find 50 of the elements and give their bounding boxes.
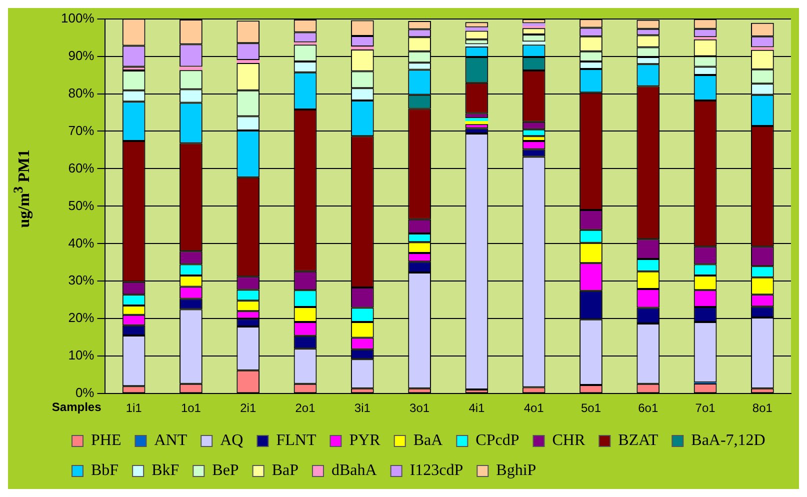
legend-label: ANT: [154, 432, 188, 450]
bar: [350, 46, 374, 50]
legend-label: BaA-7,12D: [691, 432, 766, 450]
legend-label: BZAT: [618, 432, 658, 450]
bar: [522, 23, 546, 26]
legend-label: BaA: [413, 432, 444, 450]
y-tick-label: 100%: [61, 10, 95, 26]
y-tick-label: 70%: [68, 122, 95, 138]
legend-label: PHE: [91, 432, 122, 450]
y-tick-label: 40%: [68, 235, 95, 250]
x-tick-label: 5o1: [580, 401, 602, 416]
x-tick-label: 4o1: [524, 401, 544, 416]
bar: [465, 121, 488, 124]
legend-label: CHR: [552, 432, 586, 450]
legend-label: BaP: [272, 462, 299, 480]
y-tick-label: 80%: [68, 85, 95, 100]
x-tick-label: 3i1: [354, 401, 371, 416]
legend-label: BbF: [91, 462, 119, 480]
x-tick-label: 6o1: [638, 401, 658, 416]
x-tick-label: 8o1: [752, 401, 773, 416]
x-tick-label: 1i1: [126, 401, 142, 416]
legend-label: PYR: [349, 432, 381, 450]
legend-label: I123cdP: [410, 462, 464, 480]
y-tick-label: 90%: [68, 48, 95, 63]
x-tick-label: 2i1: [240, 401, 256, 416]
legend-label: BeP: [212, 462, 239, 480]
legend-label: FLNT: [276, 432, 316, 450]
legend-label: CPcdP: [476, 432, 520, 450]
y-tick-label: 30%: [68, 272, 95, 288]
legend-label: BghiP: [496, 462, 536, 480]
bar: [465, 118, 488, 122]
bar: [180, 66, 202, 70]
legend-label: dBahA: [331, 462, 378, 480]
legend-label: BkF: [152, 462, 180, 480]
x-tick-label: 3o1: [410, 401, 430, 416]
x-tick-label: 7o1: [695, 401, 716, 416]
bar: [522, 42, 546, 45]
y-tick-label: 10%: [68, 348, 95, 363]
y-tick-label: 20%: [68, 310, 95, 326]
x-tick-label: 2o1: [295, 401, 316, 416]
x-axis-title: Samples: [52, 400, 102, 414]
x-tick-label: 4i1: [468, 401, 486, 416]
y-tick-label: 0%: [75, 385, 95, 400]
bar: [751, 47, 774, 50]
y-tick-label: 60%: [68, 160, 95, 176]
y-tick-label: 50%: [68, 198, 95, 213]
x-tick-label: 1o1: [180, 401, 202, 416]
bar: [465, 27, 488, 31]
legend-label: AQ: [220, 432, 244, 450]
bar: [236, 60, 260, 64]
